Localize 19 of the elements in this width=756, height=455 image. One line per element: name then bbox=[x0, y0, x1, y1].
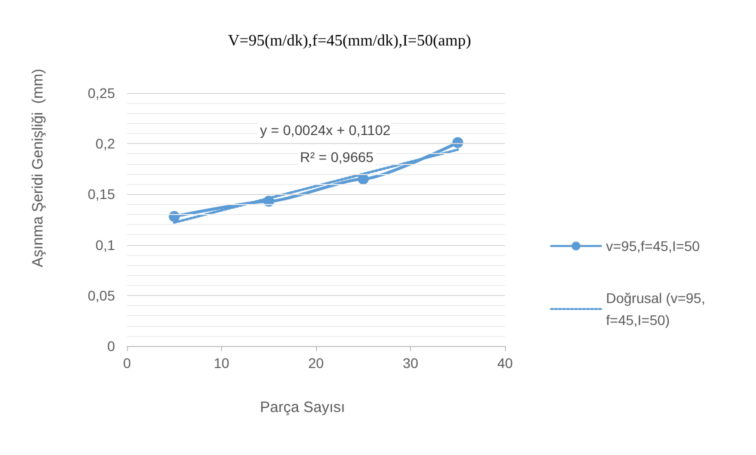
y-tick-label: 0 bbox=[107, 338, 116, 354]
point bbox=[358, 174, 369, 185]
x-tick-label: 10 bbox=[214, 355, 230, 371]
x-tick-label: 20 bbox=[308, 355, 324, 371]
y-tick-label: 0,1 bbox=[96, 236, 116, 253]
x-tick-label: 30 bbox=[402, 355, 418, 371]
x-axis-title: Parça Sayısı bbox=[260, 399, 346, 416]
y-tick-label: 0,05 bbox=[88, 287, 116, 304]
y-tick-label: 0,15 bbox=[88, 186, 116, 202]
y-axis-title: Aşınma Şeridi Genişliği (mm) bbox=[30, 68, 46, 268]
legend-label: v=95,f=45,I=50 bbox=[606, 238, 700, 254]
annotation: R² = 0,9665 bbox=[300, 149, 374, 165]
chart-title: V=95(m/dk),f=45(mm/dk),I=50(amp) bbox=[228, 32, 472, 50]
y-tick-label: 0,25 bbox=[88, 85, 116, 101]
annotation: y = 0,0024x + 0,1102 bbox=[260, 122, 391, 138]
y-tick-label: 0,2 bbox=[96, 136, 116, 152]
x-tick-label: 40 bbox=[497, 355, 513, 371]
x-tick-label: 0 bbox=[123, 355, 132, 371]
legend-label: Doğrusal (v=95,f=45,I=50) bbox=[606, 290, 706, 328]
